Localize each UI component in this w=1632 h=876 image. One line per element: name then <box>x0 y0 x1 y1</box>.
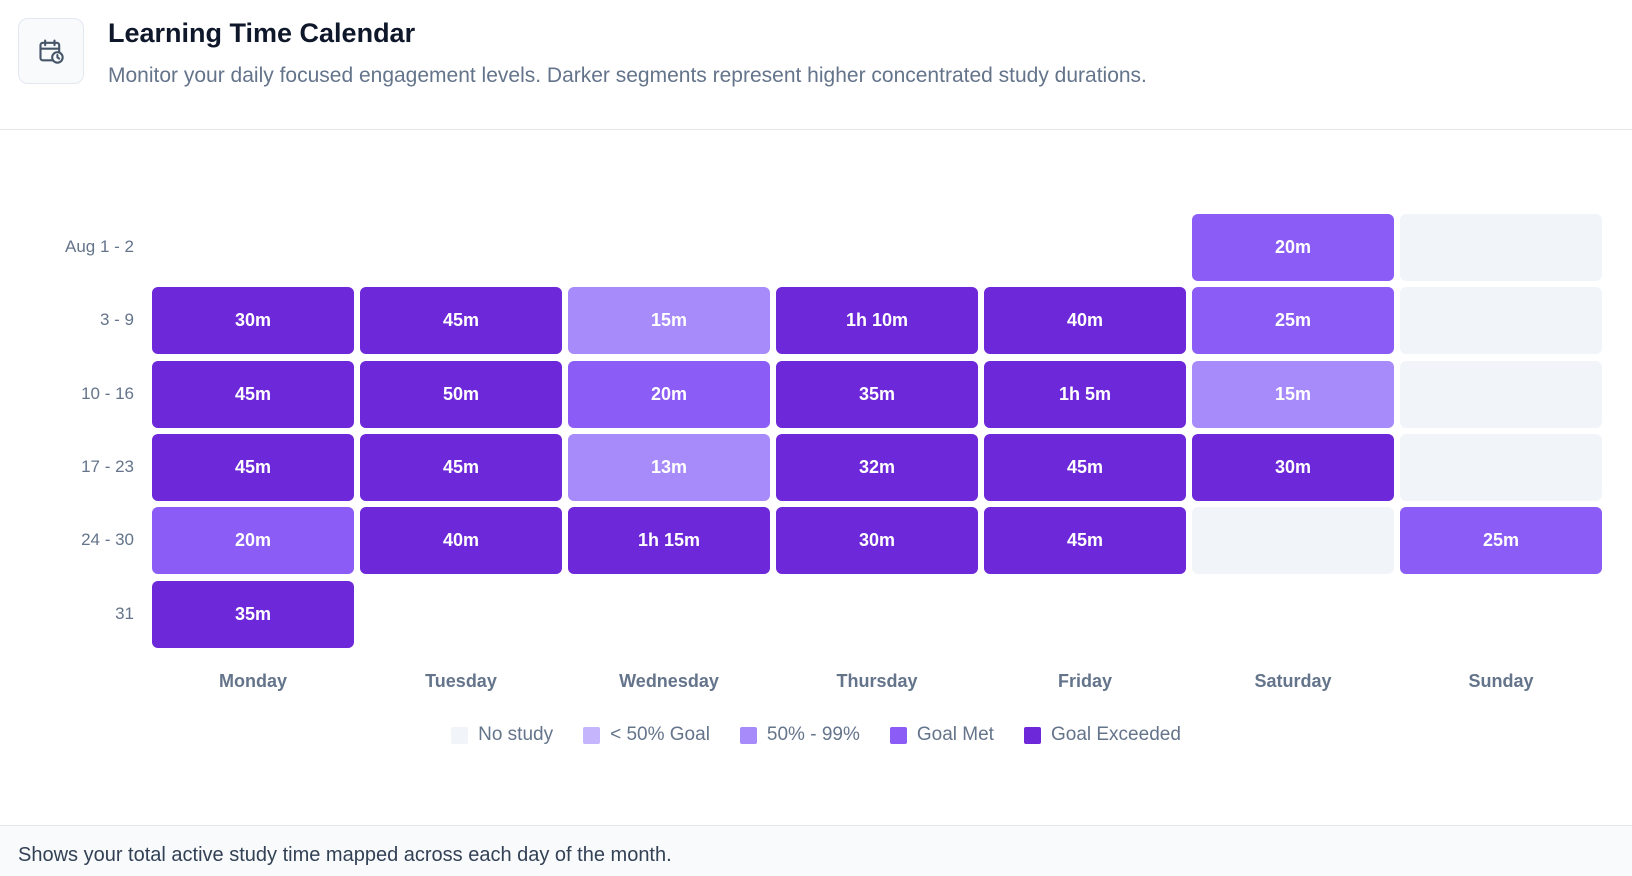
day-cell[interactable]: 1h 10m <box>776 287 978 355</box>
day-cell[interactable]: 45m <box>360 433 562 501</box>
day-label: Sunday <box>1468 671 1534 691</box>
legend-label: No study <box>478 724 554 745</box>
day-cell[interactable]: 15m <box>1192 360 1394 428</box>
legend-swatch <box>889 726 907 744</box>
day-cell[interactable]: 30m <box>776 507 978 575</box>
calendar-clock-icon <box>18 18 84 84</box>
legend-item: Goal Met <box>889 724 994 746</box>
day-cell[interactable]: 25m <box>1192 287 1394 355</box>
day-cell[interactable]: 32m <box>776 433 978 501</box>
day-cell[interactable]: 30m <box>152 287 354 355</box>
legend-item: Goal Exceeded <box>1023 724 1181 746</box>
day-cell[interactable] <box>1400 360 1602 428</box>
day-label: Friday <box>1057 671 1113 691</box>
legend-swatch <box>739 726 757 744</box>
day-cell[interactable]: 35m <box>776 360 978 428</box>
day-cell[interactable]: 30m <box>1192 433 1394 501</box>
day-cell[interactable]: 20m <box>1192 214 1394 281</box>
week-label: 24 - 30 <box>81 530 134 550</box>
day-cell[interactable]: 45m <box>152 360 354 428</box>
day-cell[interactable]: 40m <box>984 287 1186 355</box>
day-cell[interactable]: 1h 5m <box>984 360 1186 428</box>
day-cell[interactable]: 25m <box>1400 507 1602 575</box>
day-cell[interactable]: 20m <box>568 360 770 428</box>
day-cell[interactable]: 35m <box>152 580 354 648</box>
legend-swatch <box>1023 726 1041 744</box>
day-label: Saturday <box>1254 671 1332 691</box>
footer-text: Shows your total active study time mappe… <box>18 844 672 866</box>
day-cell[interactable]: 13m <box>568 433 770 501</box>
footer: Shows your total active study time mappe… <box>0 825 1632 876</box>
legend-item: < 50% Goal <box>583 724 710 746</box>
day-label: Thursday <box>836 671 918 691</box>
legend-label: 50% - 99% <box>766 724 860 745</box>
week-label: 10 - 16 <box>81 383 134 403</box>
day-cell[interactable]: 45m <box>984 433 1186 501</box>
legend-label: < 50% Goal <box>610 724 710 745</box>
legend-label: Goal Exceeded <box>1050 724 1181 745</box>
page-header: Learning Time Calendar Monitor your dail… <box>0 0 1632 130</box>
legend-item: No study <box>451 724 553 746</box>
day-cell[interactable]: 50m <box>360 360 562 428</box>
day-cell[interactable]: 15m <box>568 287 770 355</box>
week-label: Aug 1 - 2 <box>65 237 134 256</box>
legend: No study < 50% Goal 50% - 99% Goal Met Goal … <box>0 724 1632 746</box>
legend-item: 50% - 99% <box>739 724 860 746</box>
week-label: 31 <box>115 603 134 623</box>
day-label: Tuesday <box>425 671 497 691</box>
day-cell[interactable] <box>1192 507 1394 575</box>
day-cell[interactable]: 45m <box>360 287 562 355</box>
legend-swatch <box>583 726 601 744</box>
week-label: 3 - 9 <box>99 310 134 330</box>
page-title: Learning Time Calendar <box>108 18 416 48</box>
day-cell[interactable] <box>1400 433 1602 501</box>
day-cell[interactable] <box>1400 214 1602 281</box>
day-label: Wednesday <box>619 671 719 691</box>
day-cell[interactable]: 40m <box>360 507 562 575</box>
day-cell[interactable]: 45m <box>152 433 354 501</box>
week-label: 17 - 23 <box>81 456 134 476</box>
page-subtitle: Monitor your daily focused engagement le… <box>108 64 1147 87</box>
legend-label: Goal Met <box>916 724 994 745</box>
legend-swatch <box>451 726 469 744</box>
day-cell[interactable]: 20m <box>152 507 354 575</box>
day-cell[interactable]: 1h 15m <box>568 507 770 575</box>
day-cell[interactable]: 45m <box>984 507 1186 575</box>
day-cell[interactable] <box>1400 287 1602 355</box>
day-label: Monday <box>218 671 287 691</box>
